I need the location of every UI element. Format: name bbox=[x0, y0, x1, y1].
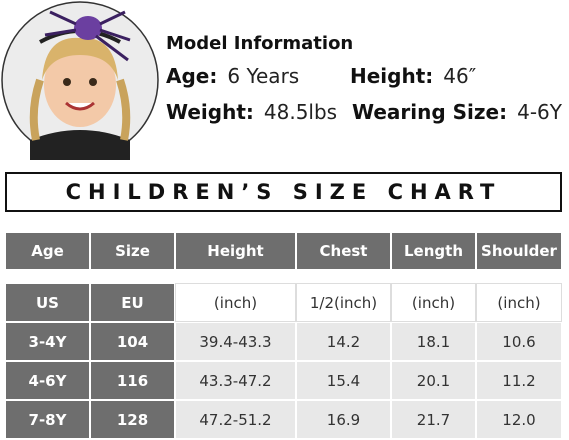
table-cell: 39.4-43.3 bbox=[175, 322, 296, 361]
model-title: Model Information bbox=[166, 33, 354, 54]
header-cell: Age bbox=[5, 232, 90, 270]
model-photo bbox=[1, 1, 159, 160]
table-cell: 16.9 bbox=[296, 400, 391, 439]
field-value: 4-6Y bbox=[517, 100, 562, 124]
header-cell: Chest bbox=[296, 232, 391, 270]
table-cell: 21.7 bbox=[391, 400, 476, 439]
table-cell: 3-4Y bbox=[5, 322, 90, 361]
field-label: Age: bbox=[166, 64, 218, 88]
header-cell: Height bbox=[175, 232, 296, 270]
table-cell: 128 bbox=[90, 400, 175, 439]
model-field: Wearing Size: 4-6Y bbox=[352, 100, 562, 124]
table-cell: 15.4 bbox=[296, 361, 391, 400]
field-label: Height: bbox=[350, 64, 434, 88]
table-cell: 47.2-51.2 bbox=[175, 400, 296, 439]
table-cell: 7-8Y bbox=[5, 400, 90, 439]
table-cell: 10.6 bbox=[476, 322, 562, 361]
field-value: 6 Years bbox=[227, 64, 300, 88]
table-cell: 20.1 bbox=[391, 361, 476, 400]
header-cell: Length bbox=[391, 232, 476, 270]
header-cell: Shoulder bbox=[476, 232, 562, 270]
table-cell: 4-6Y bbox=[5, 361, 90, 400]
table-cell: 18.1 bbox=[391, 322, 476, 361]
model-field: Height: 46″ bbox=[350, 64, 476, 88]
table-cell: 116 bbox=[90, 361, 175, 400]
table-cell: 1/2(inch) bbox=[296, 283, 391, 322]
model-field: Weight: 48.5lbs bbox=[166, 100, 337, 124]
field-label: Wearing Size: bbox=[352, 100, 508, 124]
table-cell: (inch) bbox=[476, 283, 562, 322]
table-cell: 43.3-47.2 bbox=[175, 361, 296, 400]
model-field: Age: 6 Years bbox=[166, 64, 299, 88]
field-value: 46″ bbox=[443, 64, 477, 88]
chart-title: CHILDREN’S SIZE CHART bbox=[5, 172, 562, 212]
field-label: Weight: bbox=[166, 100, 254, 124]
table-cell: EU bbox=[90, 283, 175, 322]
table-cell: 11.2 bbox=[476, 361, 562, 400]
table-cell: (inch) bbox=[175, 283, 296, 322]
table-cell: 14.2 bbox=[296, 322, 391, 361]
table-cell: (inch) bbox=[391, 283, 476, 322]
field-value: 48.5lbs bbox=[263, 100, 338, 124]
table-cell: US bbox=[5, 283, 90, 322]
header-cell: Size bbox=[90, 232, 175, 270]
table-cell: 104 bbox=[90, 322, 175, 361]
table-cell: 12.0 bbox=[476, 400, 562, 439]
